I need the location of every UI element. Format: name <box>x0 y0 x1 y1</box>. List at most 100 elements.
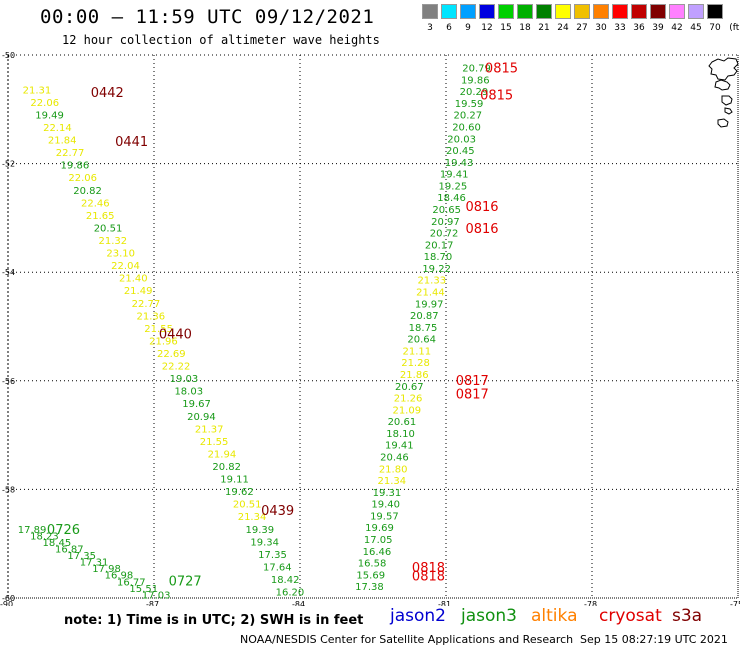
pass-time-labels: 0442 0441 0440 0439 0726 0727 0815 0815 0816 0816… <box>47 62 518 590</box>
scale-label: 33 <box>614 23 626 33</box>
wave-height-value: 20.29 <box>460 87 489 98</box>
wave-height-value: 21.34 <box>378 476 407 487</box>
wave-height-value: 21.44 <box>416 288 445 299</box>
lat-tick-label: -60 <box>2 594 15 603</box>
wave-height-value: 20.82 <box>73 186 102 197</box>
wave-height-value: 20.94 <box>187 412 216 423</box>
scale-swatch <box>479 4 495 19</box>
scale-label: 24 <box>557 23 569 33</box>
wave-height-value: 21.55 <box>144 324 173 335</box>
wave-height-value: 19.25 <box>439 181 468 192</box>
satellite-legend-item: s3a <box>672 606 703 626</box>
wave-height-value: 16.87 <box>55 545 84 556</box>
wave-height-value: 18.03 <box>174 387 203 398</box>
wave-height-value: 21.28 <box>401 358 430 369</box>
wave-height-value: 20.82 <box>212 462 241 473</box>
lon-tick-label: -84 <box>292 600 305 606</box>
wave-height-value: 23.10 <box>106 249 135 260</box>
wave-height-points: 21.3122.0619.4922.1421.8422.7719.8622.06… <box>18 64 491 602</box>
pass-time-label: 0726 <box>47 523 80 538</box>
pass-time-label: 0815 <box>485 62 518 77</box>
wave-height-value: 20.17 <box>425 240 454 251</box>
lon-tick-label: -90 <box>0 600 13 606</box>
pass-time-label: 0441 <box>115 135 148 150</box>
wave-height-value: 21.40 <box>119 274 148 285</box>
satellite-legend-item: jason3 <box>461 606 517 626</box>
wave-height-value: 19.41 <box>440 170 469 181</box>
map-axes: -50 -52 -54 -56 -58 -60-90 -87 -84 -81 -78 -75 <box>0 51 740 606</box>
scale-label: 3 <box>427 23 433 33</box>
wave-height-value: 16.20 <box>276 588 305 599</box>
wave-height-value: 15.69 <box>356 570 385 581</box>
lat-tick-label: -58 <box>2 485 15 494</box>
lat-tick-label: -54 <box>2 268 15 277</box>
wave-height-value: 20.65 <box>432 205 461 216</box>
wave-height-value: 15.51 <box>129 584 158 595</box>
wave-height-value: 19.39 <box>246 525 275 536</box>
pass-time-label: 0442 <box>91 86 124 101</box>
wave-height-value: 21.80 <box>379 464 408 475</box>
wave-height-value: 16.58 <box>358 559 387 570</box>
island-outline <box>724 107 733 115</box>
wave-height-value: 20.51 <box>94 223 123 234</box>
scale-label: 18 <box>519 23 531 33</box>
scale-swatch <box>669 4 685 19</box>
lon-tick-label: -81 <box>438 600 451 606</box>
scale-label: 45 <box>690 23 702 33</box>
wave-height-value: 21.36 <box>136 311 165 322</box>
altimeter-map: -50 -52 -54 -56 -58 -60-90 -87 -84 -81 -78 -75 21.… <box>0 51 740 606</box>
wave-height-value: 21.96 <box>149 336 178 347</box>
lat-tick-label: -50 <box>2 51 15 60</box>
wave-height-value: 18.70 <box>424 252 453 263</box>
wave-height-value: 19.31 <box>373 488 402 499</box>
lat-tick-label: -52 <box>2 160 15 169</box>
wave-height-value: 21.55 <box>200 437 229 448</box>
coastline <box>708 57 739 128</box>
wave-height-value: 19.97 <box>415 299 444 310</box>
map-frame <box>7 54 739 599</box>
pass-time-label: 0439 <box>261 504 294 519</box>
wave-height-value: 21.86 <box>400 370 429 381</box>
pass-time-label: 0818 <box>412 561 445 576</box>
scale-swatch <box>593 4 609 19</box>
satellite-legend-item: altika <box>531 606 578 626</box>
map-grid <box>7 54 739 599</box>
page-title: 00:00 – 11:59 UTC 09/12/2021 <box>40 6 375 28</box>
wave-height-value: 19.34 <box>250 537 279 548</box>
wave-height-value: 22.69 <box>157 349 186 360</box>
wave-height-value: 20.72 <box>430 229 459 240</box>
wave-height-value: 19.43 <box>445 158 474 169</box>
wave-height-value: 21.49 <box>124 286 153 297</box>
wave-height-value: 19.86 <box>461 75 490 86</box>
pass-time-label: 0440 <box>159 328 192 343</box>
wave-height-value: 20.27 <box>453 111 482 122</box>
scale-label: 36 <box>633 23 645 33</box>
pass-time-label: 0815 <box>480 89 513 104</box>
wave-height-value: 18.23 <box>30 532 59 543</box>
wave-height-value: 17.35 <box>67 551 96 562</box>
wave-height-value: 21.37 <box>195 424 224 435</box>
wave-height-value: 20.60 <box>452 123 481 134</box>
wave-height-value: 20.03 <box>447 134 476 145</box>
wave-height-value: 19.41 <box>385 441 414 452</box>
wave-height-value: 22.06 <box>68 173 97 184</box>
wave-height-value: 19.59 <box>455 99 484 110</box>
scale-label: 6 <box>446 23 452 33</box>
island-outline <box>708 57 739 81</box>
pass-time-label: 0816 <box>465 200 498 215</box>
wave-height-value: 17.35 <box>258 550 287 561</box>
wave-height-value: 19.69 <box>365 523 394 534</box>
wave-height-value: 17.38 <box>355 582 384 593</box>
scale-swatch <box>650 4 666 19</box>
scale-swatch <box>536 4 552 19</box>
scale-label: 12 <box>481 23 493 33</box>
wave-height-value: 22.04 <box>111 261 140 272</box>
scale-label: 39 <box>652 23 664 33</box>
satellite-legend-item: cryosat <box>599 606 662 626</box>
scale-swatch <box>498 4 514 19</box>
island-outline <box>721 95 733 106</box>
scale-swatch <box>688 4 704 19</box>
satellite-legend-item: jason2 <box>390 606 446 626</box>
scale-swatch <box>555 4 571 19</box>
wave-height-value: 16.77 <box>117 577 146 588</box>
